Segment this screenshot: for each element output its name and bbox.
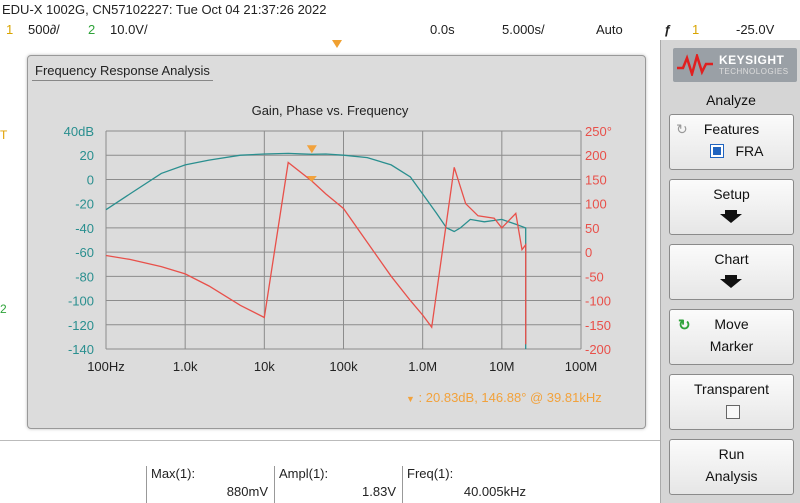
x-tick-label: 100M [565,359,598,374]
y-right-tick-label: 100 [585,197,607,212]
measurement-freq[interactable]: Freq(1): 40.005kHz [402,466,532,503]
y-right-tick-label: 250° [585,124,612,139]
ch1-ground-marker: T [0,128,8,142]
x-tick-label: 10M [489,359,514,374]
entry-knob-icon: ↻ [678,317,691,334]
y-left-tick-label: -60 [75,245,94,260]
y-right-tick-label: -100 [585,294,611,309]
transparent-checkbox[interactable] [726,405,740,419]
phase-marker-icon [306,175,317,182]
gain-marker-icon [306,145,317,154]
submenu-arrow-icon [720,210,742,223]
y-left-tick-label: -20 [75,197,94,212]
y-right-tick-label: -150 [585,318,611,333]
trigger-source[interactable]: 1 [692,22,700,37]
chart-title: Gain, Phase vs. Frequency [252,103,409,118]
y-left-tick-label: 40dB [64,124,94,139]
trigger-level[interactable]: -25.0V [736,22,775,37]
y-right-tick-label: 0 [585,245,592,260]
measurement-max[interactable]: Max(1): 880mV [146,466,274,503]
ch1-number[interactable]: 1 [6,22,14,37]
fra-window[interactable]: Frequency Response Analysis Gain, Phase … [27,55,646,429]
menu-title: Analyze [706,92,756,108]
softkey-panel: KEYSIGHT TECHNOLOGIES Analyze ↻ Features… [660,40,800,503]
measurement-label: Freq(1): [407,466,454,481]
y-left-tick-label: 0 [87,172,94,187]
y-right-tick-label: 50 [585,221,599,236]
trigger-edge-icon: ƒ [664,22,672,37]
gain-series-line [105,152,527,349]
x-tick-label: 1.0k [173,359,198,374]
y-left-tick-label: -120 [68,318,94,333]
trigger-mode[interactable]: Auto [596,22,623,37]
fra-chart: Gain, Phase vs. Frequency 40dB200-20-40-… [64,103,612,374]
measurement-strip [0,440,660,503]
submenu-arrow-icon [720,275,742,288]
measurement-value: 40.005kHz [463,484,526,499]
y-right-tick-label: -200 [585,342,611,357]
cursor-readout-text: : 20.83dB, 146.88° @ 39.81kHz [418,390,602,405]
transparent-softkey[interactable]: Transparent [669,374,794,430]
move-marker-softkey[interactable]: ↻ Move Marker [669,309,794,365]
x-tick-label: 100k [329,359,358,374]
softkey-label: Transparent [694,381,769,397]
softkey-sub-label: FRA [735,143,764,159]
softkey-label: Chart [714,251,749,267]
measurement-label: Max(1): [151,466,196,481]
fra-checkbox[interactable] [710,144,724,158]
y-left-tick-label: -80 [75,269,94,284]
ch2-ground-marker: 2 [0,302,7,316]
ch2-scale[interactable]: 10.0V/ [110,22,148,37]
x-tick-label: 1.0M [408,359,437,374]
softkey-label: Setup [713,186,750,202]
softkey-label: Marker [709,338,754,354]
cursor-readout: ▼ : 20.83dB, 146.88° @ 39.81kHz [406,390,602,405]
trigger-position-icon [332,40,342,48]
keysight-wave-icon [677,54,713,76]
y-right-tick-label: 200 [585,148,607,163]
x-tick-label: 10k [254,359,275,374]
y-right-tick-label: -50 [585,269,604,284]
status-row: 1 500∂/ 2 10.0V/ 0.0s 5.000s/ Auto ƒ 1 -… [0,21,800,39]
phase-series-line [105,161,527,345]
time-delay[interactable]: 0.0s [430,22,455,37]
run-analysis-softkey[interactable]: Run Analysis [669,439,794,495]
brand-name: KEYSIGHT [719,53,785,67]
measurement-value: 1.83V [362,484,396,499]
measurement-value: 880mV [226,484,268,499]
window-title: EDU-X 1002G, CN57102227: Tue Oct 04 21:3… [2,2,327,17]
y-left-tick-label: -40 [75,221,94,236]
softkey-label: Analysis [705,468,758,484]
keysight-logo: KEYSIGHT TECHNOLOGIES [669,48,797,82]
cursor-arrow-icon: ▼ [406,394,415,404]
measurement-label: Ampl(1): [279,466,329,481]
ch2-number[interactable]: 2 [88,22,96,37]
softkey-label: Features [703,121,760,137]
x-tick-label: 100Hz [87,359,125,374]
brand-sub: TECHNOLOGIES [719,67,789,76]
time-scale[interactable]: 5.000s/ [502,22,545,37]
softkey-label: Run [718,446,745,462]
measurement-ampl[interactable]: Ampl(1): 1.83V [274,466,402,503]
y-left-tick-label: -100 [68,294,94,309]
ch1-scale[interactable]: 500∂/ [28,22,60,37]
fra-window-title: Frequency Response Analysis [32,61,213,81]
y-left-tick-label: 20 [80,148,94,163]
softkey-label: Move [714,316,749,332]
y-left-tick-label: -140 [68,342,94,357]
cycle-icon: ↻ [676,121,688,137]
features-softkey[interactable]: ↻ Features FRA [669,114,794,170]
chart-softkey[interactable]: Chart [669,244,794,300]
y-right-tick-label: 150 [585,172,607,187]
setup-softkey[interactable]: Setup [669,179,794,235]
